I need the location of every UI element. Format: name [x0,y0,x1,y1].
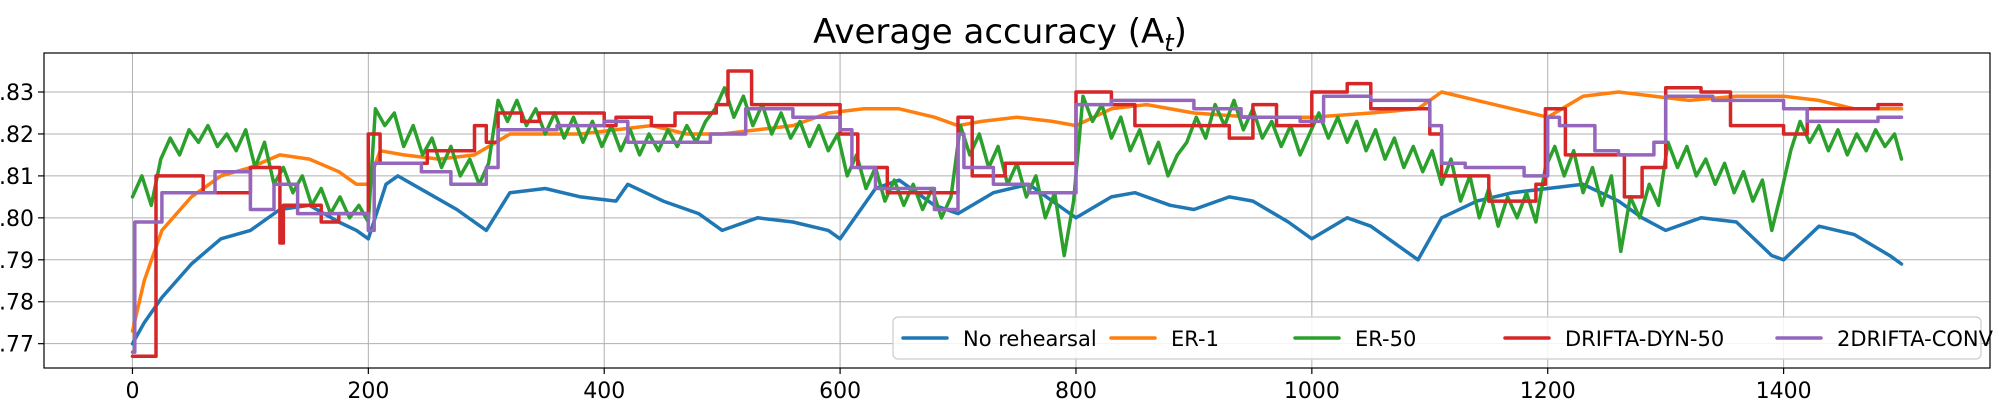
x-tick-label: 800 [1055,379,1097,400]
y-tick-label: .82 [0,123,34,148]
chart-title-main: Average accuracy (A [813,12,1164,52]
chart-title-subscript: t [1164,29,1175,57]
y-tick-label: .78 [0,291,34,316]
y-tick-label: .81 [0,165,34,190]
legend-label-er-50: ER-50 [1355,327,1416,351]
x-tick-label: 600 [819,379,861,400]
y-axis: .77 .78 .79 .80 .81 .82 .83 [0,81,44,358]
x-tick-label: 1400 [1756,379,1812,400]
x-tick-label: 0 [125,379,139,400]
chart-title: Average accuracy (At) [813,12,1187,57]
x-tick-label: 200 [347,379,389,400]
plot-frame [43,52,1991,369]
legend-label-no-rehearsal: No rehearsal [963,327,1097,351]
series-line-drifta-dyn-50 [130,69,1904,359]
series-line-2drifta-conv [130,94,1904,354]
series-line-no-rehearsal [130,174,1904,346]
series-layer [130,69,1904,359]
x-axis: 0 200 400 600 800 1000 1200 1400 [125,368,1812,400]
y-tick-label: .80 [0,207,34,232]
x-tick-label: 1000 [1284,379,1340,400]
legend-box [892,316,1982,360]
y-tick-label: .77 [0,333,34,358]
y-tick-label: .79 [0,249,34,274]
x-tick-label: 1200 [1520,379,1576,400]
legend-label-drifta-dyn-50: DRIFTA-DYN-50 [1565,327,1724,351]
x-tick-label: 400 [583,379,625,400]
legend-label-er-1: ER-1 [1171,327,1219,351]
y-tick-label: .83 [0,81,34,106]
chart-title-close: ) [1174,12,1187,52]
legend: No rehearsal ER-1 ER-50 DRIFTA-DYN-50 2DRIFT… [892,316,1994,360]
legend-label-2drifta-conv: 2DRIFTA-CONV [1837,327,1994,351]
